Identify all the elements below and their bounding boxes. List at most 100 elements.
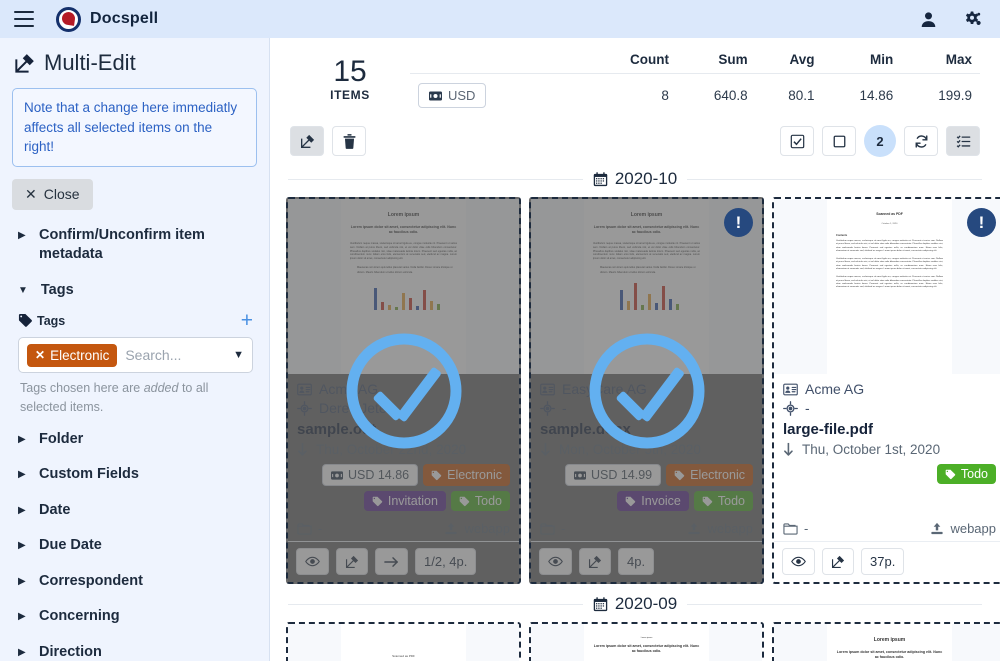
sidebar-item-date[interactable]: ▶ Date — [12, 493, 257, 529]
next-attachment-button[interactable] — [375, 548, 408, 575]
correspondent-icon — [297, 383, 312, 396]
money-icon — [330, 470, 343, 480]
group-label: 2020-09 — [614, 594, 678, 613]
group-separator-2020-10: 2020-10 — [282, 165, 988, 197]
col-avg: Avg — [755, 48, 823, 74]
item-count-label: ITEMS — [330, 87, 370, 102]
chevron-right-icon: ▶ — [18, 469, 26, 481]
money-tag: USD 14.99 — [564, 464, 662, 486]
tag-icon — [18, 313, 33, 328]
table-header-row: Count Sum Avg Min Max — [410, 48, 980, 74]
user-icon[interactable] — [920, 11, 937, 28]
sidebar-item-folder[interactable]: ▶ Folder — [12, 422, 257, 458]
item-card[interactable]: Lorem ipsum Lorem ipsum dolor sit amet, … — [286, 197, 521, 584]
item-card[interactable]: ! Lorem ipsum Lorem ipsum dolor sit amet… — [529, 197, 764, 584]
hamburger-icon[interactable] — [14, 11, 34, 27]
edit-button[interactable] — [336, 548, 368, 575]
tag-label: Electronic — [690, 468, 745, 482]
source-upload-icon — [687, 522, 701, 536]
concerning-label: - — [805, 400, 810, 416]
tag-badge: Todo — [450, 491, 510, 511]
deselect-all-button[interactable] — [822, 126, 856, 156]
tag-label: Invoice — [641, 494, 681, 508]
sidebar-item-label: Confirm/Unconfirm item metadata — [39, 226, 205, 263]
sidebar-item-due-date[interactable]: ▶ Due Date — [12, 528, 257, 564]
currency-label: USD — [448, 88, 476, 103]
item-actions: 4p. — [531, 541, 762, 582]
item-card[interactable]: Scanned as PDF — [286, 622, 521, 661]
preview-bullets: Maecenas non lorem quis tellus placerat … — [357, 266, 453, 274]
concerning-icon — [540, 400, 555, 416]
group-separator-2020-09: 2020-09 — [282, 584, 988, 622]
folder-icon — [540, 522, 555, 535]
item-card[interactable]: ! Scanned as PDF October 1, 2020 Content… — [772, 197, 1000, 584]
sidebar-item-custom-fields[interactable]: ▶ Custom Fields — [12, 457, 257, 493]
view-mode-button[interactable] — [946, 126, 980, 156]
preview-button[interactable] — [539, 548, 572, 575]
accordion: ▶ Confirm/Unconfirm item metadata ▼ Tags — [12, 218, 257, 661]
tag-label: Invitation — [387, 494, 438, 508]
sidebar-item-direction[interactable]: ▶ Direction — [12, 635, 257, 661]
item-preview-thumbnail[interactable]: Scanned as PDF October 1, 2020 Contents … — [774, 199, 1000, 374]
item-tags: Todo — [783, 464, 996, 490]
page-count-badge[interactable]: 37p. — [861, 548, 905, 575]
sidebar-item-concerning[interactable]: ▶ Concerning — [12, 599, 257, 635]
item-preview-thumbnail[interactable]: Lorem ipsum Lorem ipsum dolor sit amet, … — [774, 624, 1000, 661]
select-all-button[interactable] — [780, 126, 814, 156]
item-footer: - webapp — [288, 517, 519, 541]
preview-button[interactable] — [296, 548, 329, 575]
col-min: Min — [822, 48, 902, 74]
col-sum: Sum — [676, 48, 756, 74]
correspondent-icon — [540, 383, 555, 396]
gear-icon[interactable] — [963, 10, 982, 29]
chevron-right-icon: ▶ — [18, 647, 26, 658]
top-navbar: Docspell — [0, 0, 1000, 38]
sidebar-item-label: Due Date — [39, 537, 102, 554]
chevron-down-icon[interactable]: ▼ — [233, 349, 244, 362]
tag-icon — [459, 496, 470, 507]
plus-icon[interactable]: + — [240, 309, 253, 333]
page-count-badge[interactable]: 4p. — [618, 548, 655, 575]
brand[interactable]: Docspell — [56, 6, 158, 32]
edit-button[interactable] — [822, 548, 854, 575]
delete-button[interactable] — [332, 126, 366, 156]
preview-button[interactable] — [782, 548, 815, 575]
tag-badge: Todo — [693, 491, 753, 511]
folder-icon — [783, 522, 798, 535]
edit-button[interactable] — [579, 548, 611, 575]
item-actions: 1/2, 4p. — [288, 541, 519, 582]
chevron-right-icon: ▶ — [18, 504, 26, 516]
selected-count-badge[interactable]: 2 — [864, 125, 896, 157]
tag-label: Todo — [960, 467, 988, 481]
multi-edit-button[interactable] — [290, 126, 324, 156]
tags-hint-pre: Tags chosen here are — [20, 381, 144, 396]
tag-icon — [372, 496, 383, 507]
page-count-badge[interactable]: 1/2, 4p. — [415, 548, 477, 575]
preview-chart-icon — [593, 280, 700, 311]
folder-icon — [297, 522, 312, 535]
money-tag-label: USD 14.86 — [347, 468, 410, 482]
money-tag-label: USD 14.99 — [590, 468, 653, 482]
tags-hint: Tags chosen here are added to all select… — [20, 379, 251, 415]
item-card[interactable]: Lorem ipsum Lorem ipsum dolor sit amet, … — [772, 622, 1000, 661]
incoming-arrow-icon — [540, 442, 551, 457]
tag-search-input[interactable]: Search... — [125, 347, 182, 364]
item-preview-thumbnail[interactable]: Scanned as PDF — [288, 624, 519, 661]
concerning-icon — [297, 400, 312, 416]
close-button[interactable]: ✕ Close — [12, 178, 93, 210]
item-preview-thumbnail[interactable]: Lorem ipsum Lorem ipsum dolor sit amet, … — [531, 624, 762, 661]
sidebar-item-correspondent[interactable]: ▶ Correspondent — [12, 564, 257, 600]
reload-button[interactable] — [904, 126, 938, 156]
item-card[interactable]: Lorem ipsum Lorem ipsum dolor sit amet, … — [529, 622, 764, 661]
selected-tag-chip[interactable]: ✕ Electronic — [27, 343, 118, 367]
sidebar-item-tags[interactable]: ▼ Tags — [12, 273, 257, 309]
x-icon[interactable]: ✕ — [35, 348, 46, 363]
cell-min: 14.86 — [859, 88, 894, 103]
tag-select[interactable]: ✕ Electronic Search... ▼ — [18, 337, 253, 374]
stats-table: Count Sum Avg Min Max — [410, 48, 980, 117]
tag-badge: Electronic — [423, 464, 510, 486]
chevron-right-icon: ▶ — [18, 611, 26, 623]
stats-summary: 15 ITEMS Count Sum Avg Min Max — [282, 38, 988, 121]
concerning-icon — [783, 400, 798, 416]
sidebar-item-confirm-metadata[interactable]: ▶ Confirm/Unconfirm item metadata — [12, 218, 257, 273]
